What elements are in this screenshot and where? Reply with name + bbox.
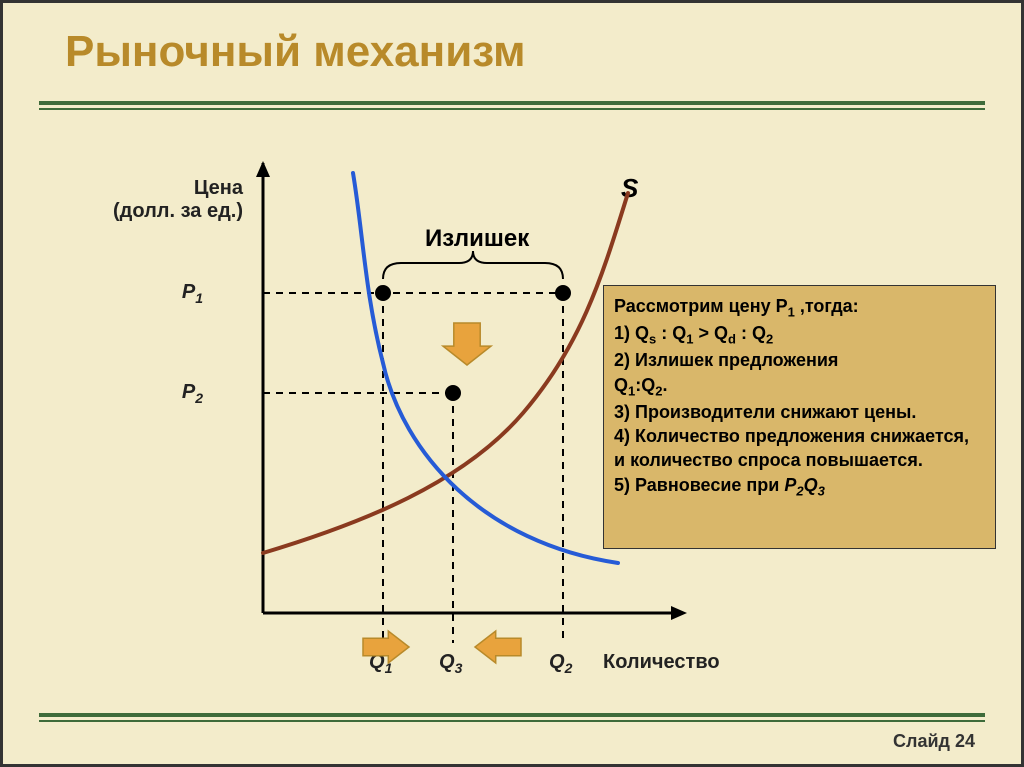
info-line-5: 5) Равновесие при P2Q3 xyxy=(614,473,985,500)
info-line-2: 2) Излишек предложения xyxy=(614,348,985,372)
divider-thin-b xyxy=(39,720,985,722)
dash-lines xyxy=(263,293,563,643)
info-line-2b: Q1:Q2. xyxy=(614,373,985,400)
divider-top xyxy=(39,101,985,110)
info-header: Рассмотрим цену P1 ,тогда: xyxy=(614,294,985,321)
brace-group xyxy=(383,251,563,279)
slide: Рыночный механизм Цена (долл. за ед.) S … xyxy=(0,0,1024,767)
slide-title: Рыночный механизм xyxy=(65,27,526,77)
info-line-3: 3) Производители снижают цены. xyxy=(614,400,985,424)
divider-thick-b xyxy=(39,713,985,717)
divider-thin xyxy=(39,108,985,110)
info-box: Рассмотрим цену P1 ,тогда: 1) Qs : Q1 > … xyxy=(603,285,996,549)
slide-number: Слайд 24 xyxy=(893,731,975,752)
info-line-4: 4) Количество предложения снижается, и к… xyxy=(614,424,985,473)
info-line-1: 1) Qs : Q1 > Qd : Q2 xyxy=(614,321,985,348)
divider-thick xyxy=(39,101,985,105)
divider-bottom xyxy=(39,713,985,722)
curves-group xyxy=(263,173,628,563)
